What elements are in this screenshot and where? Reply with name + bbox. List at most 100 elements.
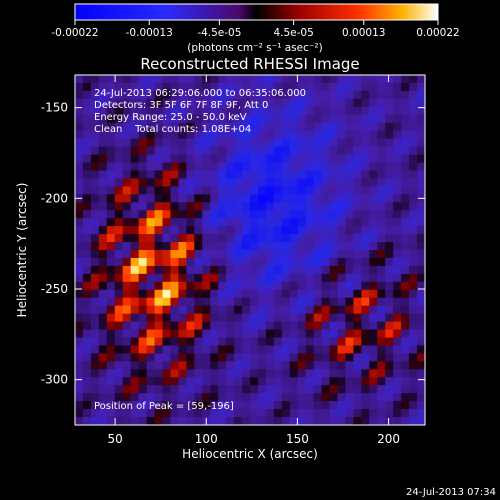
- heatmap-cell: [353, 337, 362, 346]
- heatmap-cell: [106, 90, 116, 100]
- heatmap-cell: [265, 385, 275, 394]
- heatmap-cell: [361, 138, 370, 147]
- heatmap-cell: [257, 345, 267, 354]
- heatmap-cell: [82, 273, 92, 283]
- heatmap-cell: [130, 377, 140, 386]
- heatmap-cell: [305, 385, 315, 394]
- heatmap-cell: [234, 297, 243, 307]
- heatmap-cell: [162, 154, 171, 163]
- heatmap-cell: [377, 289, 386, 299]
- heatmap-cell: [385, 321, 394, 330]
- heatmap-cell: [170, 242, 179, 251]
- heatmap-cell: [75, 265, 84, 275]
- heatmap-cell: [361, 417, 370, 425]
- heatmap-cell: [130, 393, 140, 402]
- colorbar-tick-label: 0.00013: [342, 27, 385, 39]
- heatmap-cell: [369, 186, 378, 195]
- heatmap-cell: [409, 289, 418, 299]
- heatmap-cell: [154, 82, 163, 92]
- heatmap-cell: [122, 289, 132, 299]
- heatmap-cell: [146, 265, 155, 275]
- heatmap-cell: [90, 226, 100, 235]
- heatmap-cell: [345, 90, 354, 100]
- heatmap-cell: [361, 106, 370, 116]
- heatmap-cell: [250, 329, 259, 338]
- heatmap-cell: [409, 234, 418, 243]
- heatmap-cell: [321, 250, 330, 259]
- heatmap-cell: [186, 361, 195, 370]
- heatmap-cell: [162, 234, 171, 243]
- heatmap-cell: [305, 226, 315, 235]
- plot-area: [74, 74, 426, 426]
- heatmap-cell: [257, 265, 267, 275]
- heatmap-cell: [265, 257, 275, 267]
- heatmap-cell: [273, 393, 283, 402]
- heatmap-cell: [265, 281, 275, 291]
- heatmap-cell: [353, 393, 362, 402]
- heatmap-cell: [265, 250, 275, 259]
- heatmap-cell: [186, 154, 195, 163]
- heatmap-cell: [257, 417, 267, 425]
- heatmap-cell: [106, 202, 116, 211]
- heatmap-cell: [250, 234, 259, 243]
- heatmap-cell: [250, 114, 259, 124]
- heatmap-cell: [138, 329, 147, 338]
- heatmap-cell: [114, 305, 124, 315]
- heatmap-cell: [361, 361, 370, 370]
- heatmap-cell: [75, 345, 84, 354]
- heatmap-cell: [170, 114, 179, 124]
- heatmap-cell: [90, 361, 100, 370]
- heatmap-cell: [82, 377, 92, 386]
- heatmap-cell: [257, 106, 267, 116]
- heatmap-cell: [186, 226, 195, 235]
- heatmap-cell: [170, 273, 179, 283]
- heatmap-cell: [281, 417, 291, 425]
- heatmap-cell: [329, 409, 338, 418]
- heatmap-cell: [154, 257, 163, 267]
- heatmap-cell: [75, 273, 84, 283]
- heatmap-cell: [345, 321, 354, 330]
- heatmap-cell: [297, 178, 307, 187]
- heatmap-cell: [321, 281, 330, 291]
- heatmap-cell: [353, 194, 362, 203]
- heatmap-cell: [393, 106, 402, 116]
- heatmap-cell: [226, 98, 235, 108]
- heatmap-cell: [114, 321, 124, 330]
- heatmap-cell: [122, 345, 132, 354]
- heatmap-cell: [273, 257, 283, 267]
- heatmap-cell: [385, 202, 394, 211]
- heatmap-cell: [98, 146, 108, 155]
- heatmap-cell: [98, 265, 108, 275]
- heatmap-cell: [210, 170, 219, 179]
- heatmap-cell: [321, 337, 330, 346]
- heatmap-cell: [82, 130, 92, 140]
- heatmap-cell: [377, 178, 386, 187]
- heatmap-cell: [345, 98, 354, 108]
- heatmap-cell: [257, 297, 267, 307]
- heatmap-cell: [257, 273, 267, 283]
- heatmap-cell: [337, 146, 346, 155]
- heatmap-cell: [385, 361, 394, 370]
- heatmap-cell: [242, 281, 251, 291]
- heatmap-cell: [337, 234, 346, 243]
- heatmap-cell: [353, 75, 362, 84]
- heatmap-cell: [401, 297, 410, 307]
- heatmap-cell: [218, 242, 227, 251]
- heatmap-cell: [281, 361, 291, 370]
- heatmap-cell: [361, 170, 370, 179]
- heatmap-cell: [345, 417, 354, 425]
- heatmap-cell: [75, 313, 84, 322]
- colorbar-tick-label: -0.00022: [51, 27, 98, 39]
- heatmap-cell: [401, 393, 410, 402]
- heatmap-cell: [90, 194, 100, 203]
- heatmap-cell: [234, 202, 243, 211]
- heatmap-cell: [186, 210, 195, 219]
- heatmap-cell: [265, 130, 275, 140]
- heatmap-cell: [329, 146, 338, 155]
- heatmap-cell: [265, 337, 275, 346]
- heatmap-cell: [82, 178, 92, 187]
- heatmap-cell: [313, 90, 322, 100]
- heatmap-cell: [297, 321, 307, 330]
- heatmap-cell: [186, 417, 195, 425]
- heatmap-cell: [122, 162, 132, 171]
